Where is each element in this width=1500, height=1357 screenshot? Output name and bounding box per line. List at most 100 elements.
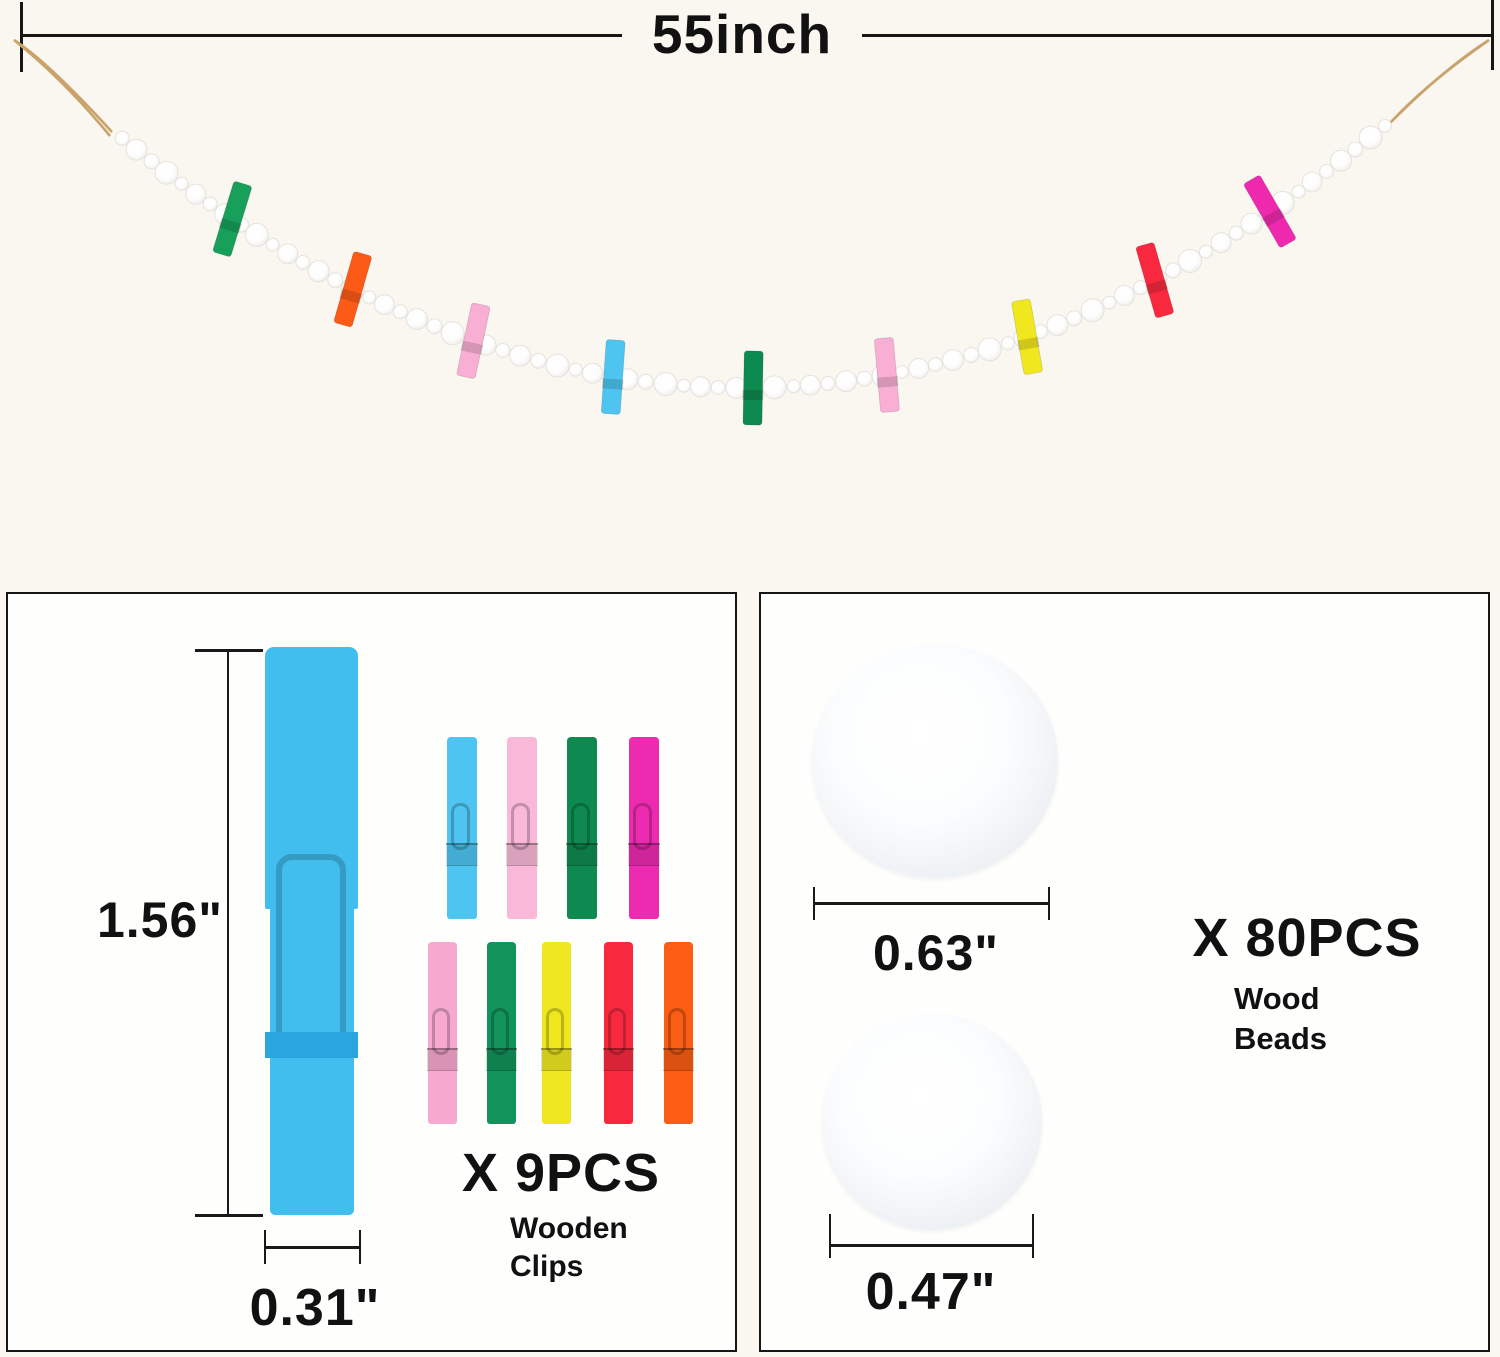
clip-wire <box>451 802 471 850</box>
big-bead <box>812 644 1058 878</box>
clips-panel: 1.56" 0.31" X 9PCS Wooden Clips <box>6 592 737 1352</box>
garland-bead <box>1319 164 1335 179</box>
clip-wire <box>545 1007 565 1055</box>
garland-bead <box>908 358 930 379</box>
clip-wire <box>490 1007 510 1055</box>
garland-bead <box>835 370 858 393</box>
small-clip <box>506 737 538 919</box>
garland <box>13 38 1490 426</box>
beads-item-label-line2: Beads <box>1234 1021 1328 1056</box>
garland-bead <box>509 344 532 367</box>
garland-strings <box>13 38 1490 137</box>
ruler-label: 55inch <box>651 3 833 65</box>
garland-bead <box>1080 298 1105 323</box>
small-bead <box>822 1014 1042 1230</box>
small-clip <box>602 942 634 1124</box>
bead047-right-tick <box>1032 1214 1034 1258</box>
height-measure-bottom-tick <box>195 1214 263 1217</box>
big-clip-spring-wire <box>276 854 346 1054</box>
ruler-right-tick <box>1491 0 1494 70</box>
garland-bead <box>1210 232 1232 254</box>
garland-clip-dark-green <box>742 350 764 426</box>
clip-wire <box>511 802 531 850</box>
garland-bead <box>154 160 179 185</box>
garland-bead <box>710 380 726 396</box>
hanging-string <box>1381 38 1490 133</box>
garland-bead <box>1178 249 1202 273</box>
big-clip-lower-prong <box>270 907 354 1215</box>
garland-bead <box>1114 285 1135 306</box>
garland-bead <box>762 375 787 400</box>
garland-bead <box>406 308 428 331</box>
garland-bead <box>530 352 547 369</box>
clip-clasp-band <box>602 1047 634 1071</box>
garland-bead <box>440 321 465 346</box>
bead047-left-tick <box>829 1214 831 1258</box>
clip-clasp-band <box>506 842 538 866</box>
garland-bead <box>786 379 801 394</box>
garland-clip-magenta <box>1243 175 1296 248</box>
garland-clip-red <box>1135 242 1174 319</box>
garland-bead <box>1102 295 1117 310</box>
height-label: 1.56" <box>96 892 223 948</box>
garland-clip-pink <box>456 302 491 379</box>
small-clip <box>446 737 478 919</box>
garland-bead <box>582 362 603 384</box>
garland-clip-orange <box>333 251 372 328</box>
garland-bead <box>185 183 207 205</box>
clip-wire <box>431 1007 451 1055</box>
small-bead-label: 0.47" <box>865 1263 997 1321</box>
ruler-line-right <box>862 34 1492 37</box>
garland-bead <box>1347 141 1364 158</box>
clip-clasp-band <box>446 842 478 866</box>
garland-bead <box>1330 149 1352 172</box>
garland-bead <box>1001 336 1015 351</box>
garland-bead <box>125 138 148 161</box>
garland-bead <box>1066 310 1083 327</box>
small-clip <box>662 942 694 1124</box>
small-clip <box>485 942 517 1124</box>
garland-bead <box>1358 125 1383 150</box>
garland-bead <box>143 153 160 170</box>
garland-bead <box>327 272 344 289</box>
garland-clip-pink <box>874 337 900 413</box>
garland-bead <box>545 353 570 378</box>
clip-clasp-band <box>485 1047 517 1071</box>
garland-bead <box>856 370 873 387</box>
small-clip <box>426 942 458 1124</box>
garland-bead <box>1165 262 1182 279</box>
clips-count-label: X 9PCS <box>461 1143 661 1203</box>
garland-bead <box>676 378 691 393</box>
garland-clips <box>212 175 1296 426</box>
garland-bead <box>374 294 395 316</box>
garland-bead <box>977 337 1002 362</box>
garland-clip-sky-blue <box>600 339 626 415</box>
garland-bead <box>1198 244 1213 259</box>
garland-bead <box>1301 171 1323 193</box>
garland-bead <box>1228 225 1244 241</box>
garland-bead <box>963 347 980 363</box>
ruler-left-tick <box>20 2 23 72</box>
garland-bead <box>1291 184 1306 199</box>
garland-bead <box>362 290 377 305</box>
garland-bead <box>653 372 678 396</box>
garland-bead <box>295 255 311 270</box>
garland-bead <box>277 243 299 265</box>
width-label: 0.31" <box>249 1279 381 1337</box>
height-measure-line <box>227 650 229 1216</box>
clip-clasp-band <box>628 842 660 866</box>
clip-wire <box>633 802 653 850</box>
hanging-string <box>13 38 113 137</box>
clip-clasp-band <box>426 1047 458 1071</box>
garland-bead <box>799 374 821 396</box>
small-clip <box>628 737 660 919</box>
garland-bead <box>392 304 408 320</box>
garland-bead <box>568 362 583 377</box>
garland-bead <box>495 343 511 358</box>
garland-bead <box>1046 314 1069 337</box>
garland-bead <box>637 373 654 390</box>
clip-wire <box>607 1007 627 1055</box>
ruler-line-left <box>22 34 622 37</box>
garland-bead <box>114 130 130 146</box>
garland-clip-yellow <box>1011 298 1043 375</box>
